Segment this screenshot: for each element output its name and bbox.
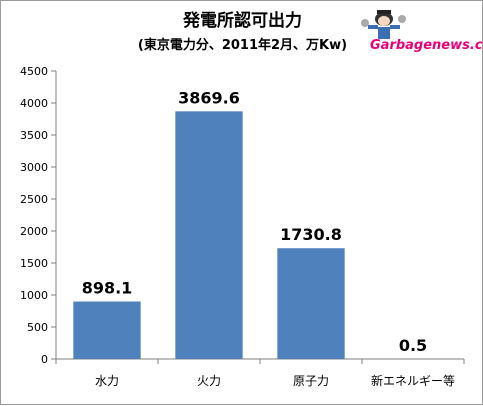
bar (277, 248, 344, 359)
x-tick-label: 火力 (197, 374, 221, 388)
y-tick-label: 1000 (20, 289, 48, 302)
y-tick-label: 0 (41, 353, 48, 366)
y-tick-label: 3000 (20, 161, 48, 174)
data-label: 3869.6 (178, 88, 240, 107)
y-tick-label: 500 (27, 321, 48, 334)
data-label: 0.5 (399, 336, 427, 355)
y-tick-label: 2000 (20, 225, 48, 238)
x-tick-label: 新エネルギー等 (371, 373, 455, 388)
y-tick-label: 1500 (20, 257, 48, 270)
x-tick-label: 原子力 (293, 374, 329, 388)
data-label: 1730.8 (280, 225, 342, 244)
y-tick-label: 3500 (20, 129, 48, 142)
y-tick-label: 4500 (20, 65, 48, 78)
data-label: 898.1 (82, 279, 133, 298)
bar (175, 111, 242, 359)
x-tick-label: 水力 (95, 374, 119, 388)
y-tick-label: 4000 (20, 97, 48, 110)
bar (73, 302, 140, 359)
y-tick-label: 2500 (20, 193, 48, 206)
